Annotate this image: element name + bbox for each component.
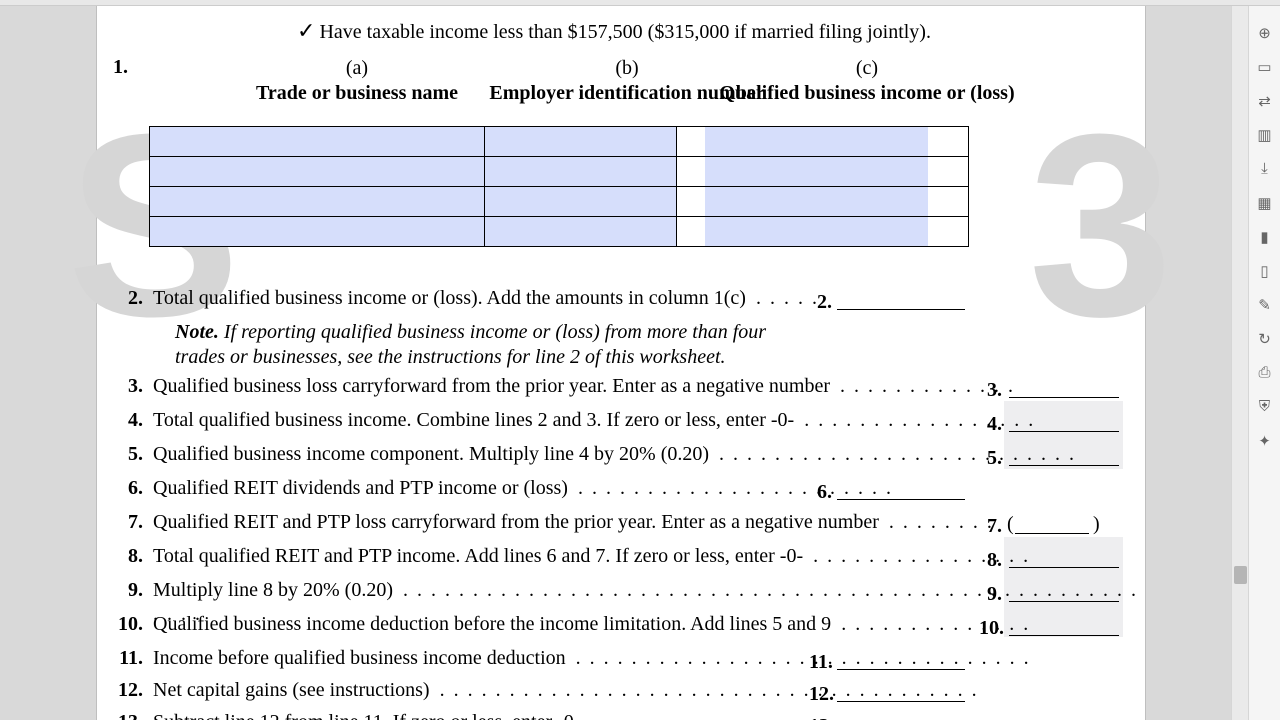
ein-input-1[interactable] xyxy=(485,127,676,156)
pencil-icon[interactable]: ✎ xyxy=(1256,296,1274,314)
line-5-number: 5. xyxy=(103,442,143,466)
ein-input-3[interactable] xyxy=(485,187,676,216)
table-row xyxy=(150,157,969,187)
line-9-blank[interactable] xyxy=(1009,580,1119,602)
trade-name-input-2[interactable] xyxy=(150,157,484,186)
line-10-rnum: 10. xyxy=(979,616,1004,640)
document-page: S 3 ✓Have taxable income less than $157,… xyxy=(96,6,1146,720)
pdf-tools-sidebar: ⊕ ▭ ⇄ ▥ ⤓ ▦ ▮ ▯ ✎ ↻ ⎙ ⛨ ✦ xyxy=(1248,6,1280,720)
line-3-rnum: 3. xyxy=(987,378,1002,402)
line-4-rnum: 4. xyxy=(987,412,1002,436)
line-2-text: Total qualified business income or (loss… xyxy=(153,286,819,310)
line-7-text: Qualified REIT and PTP loss carryforward… xyxy=(153,510,994,534)
line-10-number: 10. xyxy=(103,612,143,636)
share-icon[interactable]: ⇄ xyxy=(1256,92,1274,110)
print-icon[interactable]: ⎙ xyxy=(1256,364,1274,382)
scrollbar-track[interactable] xyxy=(1231,6,1248,720)
column-c-label: Qualified business income or (loss) xyxy=(687,81,1047,106)
column-header-c: (c) Qualified business income or (loss) xyxy=(687,56,1047,106)
line-8-number: 8. xyxy=(103,544,143,568)
table-row xyxy=(150,187,969,217)
line-3-number: 3. xyxy=(103,374,143,398)
pdf-icon[interactable]: ▭ xyxy=(1256,58,1274,76)
column-c-letter: (c) xyxy=(687,56,1047,81)
header-criteria-text: Have taxable income less than $157,500 (… xyxy=(319,21,931,43)
trade-name-input-1[interactable] xyxy=(150,127,484,156)
line-13-rnum: 13. xyxy=(809,714,834,720)
line-5-blank[interactable] xyxy=(1009,444,1119,466)
line-7-blank[interactable] xyxy=(1015,512,1089,534)
section-1-number: 1. xyxy=(113,56,128,79)
business-table xyxy=(149,126,969,247)
line-5-rnum: 5. xyxy=(987,446,1002,470)
line-7-paren-r: ) xyxy=(1093,512,1100,536)
line-5-text: Qualified business income component. Mul… xyxy=(153,442,1076,466)
line-2-number: 2. xyxy=(103,286,143,310)
qbi-input-1[interactable] xyxy=(705,127,928,156)
line-9-rnum: 9. xyxy=(987,582,1002,606)
line-11-rnum: 11. xyxy=(809,650,833,674)
scrollbar-thumb[interactable] xyxy=(1234,566,1247,584)
pdf-canvas: S 3 ✓Have taxable income less than $157,… xyxy=(0,6,1231,720)
line-9-number: 9. xyxy=(103,578,143,602)
line-11-number: 11. xyxy=(103,646,143,670)
line-8-text: Total qualified REIT and PTP income. Add… xyxy=(153,544,1030,568)
line-6-text: Qualified REIT dividends and PTP income … xyxy=(153,476,893,500)
line-3-text: Qualified business loss carryforward fro… xyxy=(153,374,1015,398)
line-4-text: Total qualified business income. Combine… xyxy=(153,408,1035,432)
line-4-number: 4. xyxy=(103,408,143,432)
layers-icon[interactable]: ▥ xyxy=(1256,126,1274,144)
line-13-number: 13. xyxy=(103,710,143,720)
line-12-number: 12. xyxy=(103,678,143,702)
line-12-blank[interactable] xyxy=(837,680,965,702)
header-criteria-line: ✓Have taxable income less than $157,500 … xyxy=(297,18,931,44)
trade-name-input-3[interactable] xyxy=(150,187,484,216)
line-6-rnum: 6. xyxy=(817,480,832,504)
ein-input-2[interactable] xyxy=(485,157,676,186)
export-icon[interactable]: ⤓ xyxy=(1256,160,1274,178)
line-2-note: Note. If reporting qualified business in… xyxy=(175,320,785,370)
table-row xyxy=(150,127,969,157)
table-icon[interactable]: ▦ xyxy=(1256,194,1274,212)
trade-name-input-4[interactable] xyxy=(150,217,484,246)
line-8-blank[interactable] xyxy=(1009,546,1119,568)
wand-icon[interactable]: ✦ xyxy=(1256,432,1274,450)
line-7-rnum: 7. xyxy=(987,514,1002,538)
qbi-input-3[interactable] xyxy=(705,187,928,216)
table-row xyxy=(150,217,969,247)
line-3-blank[interactable] xyxy=(1009,376,1119,398)
line-10-blank[interactable] xyxy=(1009,614,1119,636)
line-13-text: Subtract line 12 from line 11. If zero o… xyxy=(153,710,580,720)
redo-icon[interactable]: ↻ xyxy=(1256,330,1274,348)
line-7-number: 7. xyxy=(103,510,143,534)
page-icon[interactable]: ▯ xyxy=(1256,262,1274,280)
line-2-blank[interactable] xyxy=(837,288,965,310)
note-label: Note. xyxy=(175,321,219,343)
ein-input-4[interactable] xyxy=(485,217,676,246)
qbi-input-4[interactable] xyxy=(705,217,928,246)
checkmark-icon: ✓ xyxy=(297,18,315,43)
form-content: ✓Have taxable income less than $157,500 … xyxy=(97,6,1145,720)
zoom-icon[interactable]: ⊕ xyxy=(1256,24,1274,42)
folder-icon[interactable]: ▮ xyxy=(1256,228,1274,246)
line-2-rnum: 2. xyxy=(817,290,832,314)
qbi-input-2[interactable] xyxy=(705,157,928,186)
line-6-blank[interactable] xyxy=(837,478,965,500)
line-4-blank[interactable] xyxy=(1009,410,1119,432)
line-6-number: 6. xyxy=(103,476,143,500)
line-12-rnum: 12. xyxy=(809,682,834,706)
line-11-blank[interactable] xyxy=(837,648,965,670)
line-7-paren-l: ( xyxy=(1007,512,1014,536)
note-text: If reporting qualified business income o… xyxy=(175,321,766,368)
shield-icon[interactable]: ⛨ xyxy=(1256,398,1274,416)
line-10-text: Qualified business income deduction befo… xyxy=(153,612,1030,636)
line-8-rnum: 8. xyxy=(987,548,1002,572)
